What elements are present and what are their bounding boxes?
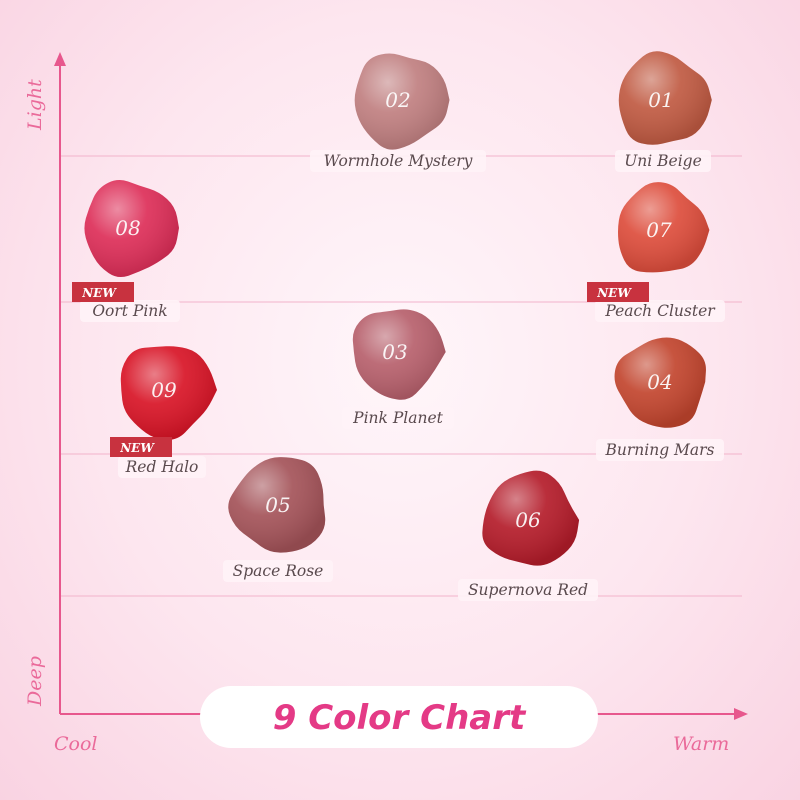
shade-number: 05	[265, 493, 290, 517]
shade-06: 06 Supernova Red	[458, 470, 598, 601]
swatch-gloss	[482, 470, 580, 566]
horizontal-axis-arrow	[734, 708, 748, 720]
shade-name: Uni Beige	[624, 152, 702, 170]
title-text: 9 Color Chart	[273, 698, 527, 738]
shade-name-background	[223, 560, 333, 582]
shade-name: Peach Cluster	[604, 302, 716, 320]
chart-title: 9 Color Chart	[200, 686, 598, 748]
shade-number: 02	[385, 88, 410, 112]
shade-03: 03 Pink Planet	[342, 309, 454, 429]
shade-number: 07	[646, 218, 672, 242]
swatch-gloss	[84, 180, 179, 278]
shade-name-background	[595, 300, 725, 322]
swatch-gloss	[618, 51, 712, 145]
shade-name: Supernova Red	[468, 581, 588, 599]
shade-name: Wormhole Mystery	[324, 152, 473, 170]
shade-name: Burning Mars	[604, 441, 714, 459]
shade-number: 09	[151, 378, 177, 402]
shade-name-background	[342, 407, 454, 429]
shade-name-background	[458, 579, 598, 601]
axis-label-warm: Warm	[673, 733, 729, 755]
axis-label-light: Light	[24, 79, 46, 131]
new-badge	[587, 282, 649, 302]
swatch-gloss	[352, 309, 446, 400]
shade-04: 04 Burning Mars	[596, 337, 724, 461]
new-badge	[110, 437, 172, 457]
new-badge-label: NEW	[81, 286, 117, 300]
new-badge-label: NEW	[596, 286, 632, 300]
shade-name: Pink Planet	[352, 409, 443, 427]
axis-label-deep: Deep	[24, 656, 46, 707]
shade-name: Oort Pink	[92, 302, 167, 320]
swatch-gloss	[618, 182, 710, 273]
shade-number: 06	[515, 508, 541, 532]
title-pill	[200, 686, 598, 748]
shade-name: Red Halo	[125, 458, 199, 476]
new-badge-label: NEW	[119, 441, 155, 455]
shade-01: 01 Uni Beige	[615, 51, 712, 172]
shade-number: 03	[382, 340, 407, 364]
shade-09: 09 Red Halo NEW	[110, 346, 217, 478]
axis-label-cool: Cool	[54, 733, 98, 755]
shade-name-background	[596, 439, 724, 461]
shade-number: 04	[647, 370, 672, 394]
shade-02: 02 Wormhole Mystery	[310, 53, 486, 172]
shade-name-background	[310, 150, 486, 172]
swatch-gloss	[614, 337, 706, 428]
shade-07: 07 Peach Cluster NEW	[587, 182, 725, 322]
shade-swatches: 01 Uni Beige 02 Wormhole Mystery 03 Pink Plan…	[72, 51, 725, 601]
swatch-gloss	[120, 346, 217, 440]
swatch-gloss	[354, 53, 450, 150]
shade-name-background	[80, 300, 180, 322]
shade-name: Space Rose	[233, 562, 324, 580]
shade-name-background	[118, 456, 206, 478]
shade-05: 05 Space Rose	[223, 457, 333, 582]
swatch-gloss	[228, 457, 326, 553]
shade-number: 08	[115, 216, 140, 240]
shade-number: 01	[648, 88, 673, 112]
shade-name-background	[615, 150, 711, 172]
new-badge	[72, 282, 134, 302]
vertical-axis-arrow	[54, 52, 66, 66]
shade-08: 08 Oort Pink NEW	[72, 180, 180, 322]
